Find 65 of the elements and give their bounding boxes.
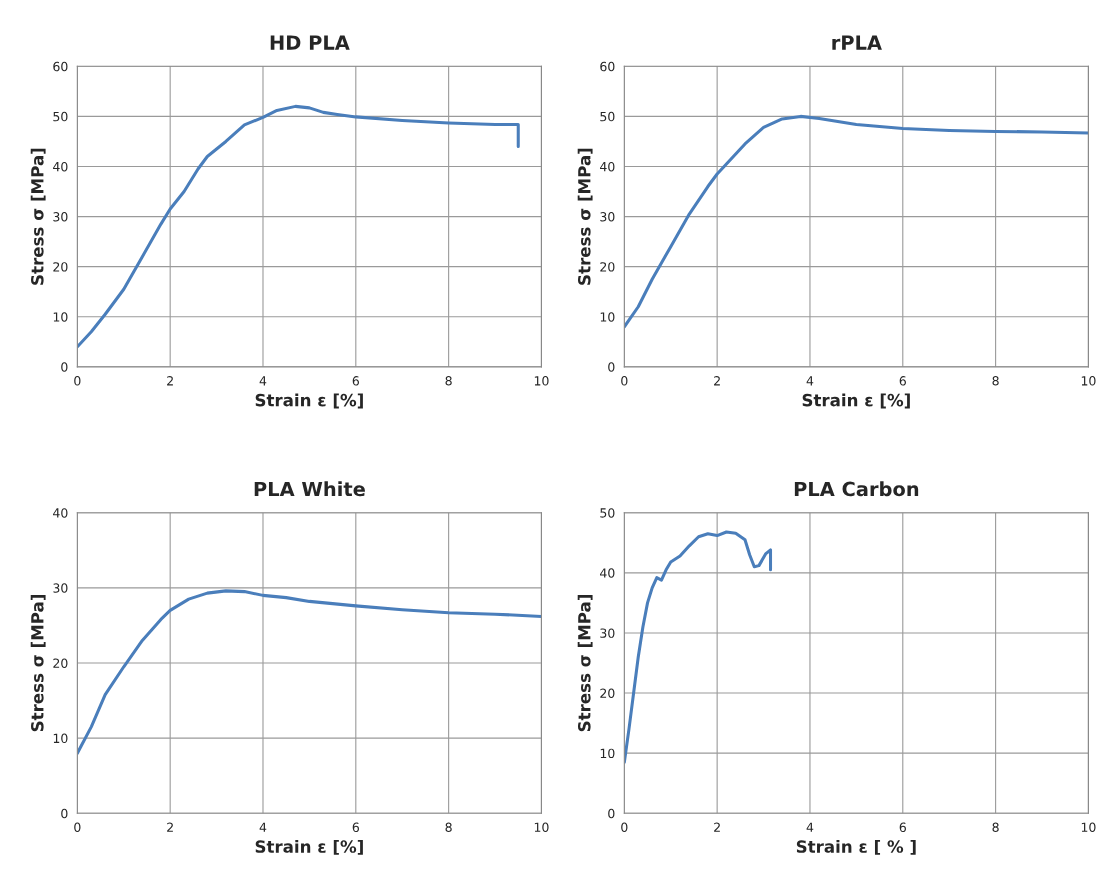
y-tick-label: 60 xyxy=(53,61,68,72)
x-axis-title: Strain ε [%] xyxy=(255,839,363,855)
y-tick-label: 40 xyxy=(53,508,68,518)
x-axis-title: Strain ε [ % ] xyxy=(796,839,916,855)
y-tick-label: 50 xyxy=(600,508,615,518)
x-tick-label: 4 xyxy=(806,822,814,832)
line-series xyxy=(624,114,1089,329)
y-tick-label: 0 xyxy=(61,808,68,819)
y-tick-label: 20 xyxy=(600,262,615,272)
y-tick-label: 30 xyxy=(600,212,615,222)
x-tick-label: 6 xyxy=(899,376,906,386)
y-tick-label: 0 xyxy=(61,362,68,372)
x-tick-label: 10 xyxy=(1081,822,1096,832)
x-axis-title: Strain ε [%] xyxy=(802,393,910,409)
y-tick-label: 50 xyxy=(600,111,615,122)
x-tick-label: 0 xyxy=(621,376,628,386)
y-axis-title: Stress σ [MPa] xyxy=(30,148,46,285)
x-tick-label: 4 xyxy=(259,376,267,386)
y-tick-label: 10 xyxy=(53,312,68,322)
y-tick-label: 20 xyxy=(53,658,68,668)
x-tick-label: 10 xyxy=(534,822,549,832)
x-tick-label: 2 xyxy=(167,822,173,832)
y-axis-title: Stress σ [MPa] xyxy=(577,148,593,285)
x-tick-label: 8 xyxy=(992,376,999,386)
x-tick-label: 2 xyxy=(714,822,720,832)
x-tick-label: 2 xyxy=(167,376,173,386)
x-tick-label: 0 xyxy=(621,822,628,832)
chart-title: HD PLA xyxy=(270,35,350,50)
y-tick-label: 20 xyxy=(600,688,615,698)
x-tick-label: 8 xyxy=(992,822,999,832)
chart-title: PLA White xyxy=(254,481,365,497)
line-series xyxy=(77,589,542,755)
y-tick-label: 20 xyxy=(53,262,68,272)
x-tick-label: 0 xyxy=(74,376,81,386)
x-tick-label: 10 xyxy=(1081,376,1096,386)
line-series xyxy=(77,104,520,349)
y-tick-label: 50 xyxy=(53,111,68,122)
y-tick-label: 40 xyxy=(600,568,615,578)
y-tick-label: 40 xyxy=(600,161,615,172)
x-tick-label: 6 xyxy=(352,822,359,832)
chart-title: rPLA xyxy=(832,35,882,50)
y-tick-label: 0 xyxy=(608,362,615,372)
x-tick-label: 10 xyxy=(534,376,549,386)
line-series xyxy=(624,530,773,764)
x-axis-title: Strain ε [%] xyxy=(255,393,363,409)
x-tick-label: 2 xyxy=(714,376,720,386)
x-tick-label: 6 xyxy=(352,376,359,386)
x-tick-label: 8 xyxy=(445,376,452,386)
y-tick-label: 30 xyxy=(53,212,68,222)
x-tick-label: 0 xyxy=(74,822,81,832)
y-tick-label: 10 xyxy=(53,733,68,744)
chart-title: PLA Carbon xyxy=(794,481,919,497)
y-tick-label: 30 xyxy=(53,583,68,593)
y-tick-label: 0 xyxy=(608,808,615,819)
y-tick-label: 10 xyxy=(600,748,615,759)
y-tick-label: 60 xyxy=(600,61,615,72)
y-axis-title: Stress σ [MPa] xyxy=(30,595,46,732)
y-axis-title: Stress σ [MPa] xyxy=(577,595,593,732)
y-tick-label: 10 xyxy=(600,312,615,322)
y-tick-label: 30 xyxy=(600,628,615,638)
x-tick-label: 4 xyxy=(806,376,814,386)
x-tick-label: 4 xyxy=(259,822,267,832)
y-tick-label: 40 xyxy=(53,161,68,172)
x-tick-label: 6 xyxy=(899,822,906,832)
x-tick-label: 8 xyxy=(445,822,452,832)
